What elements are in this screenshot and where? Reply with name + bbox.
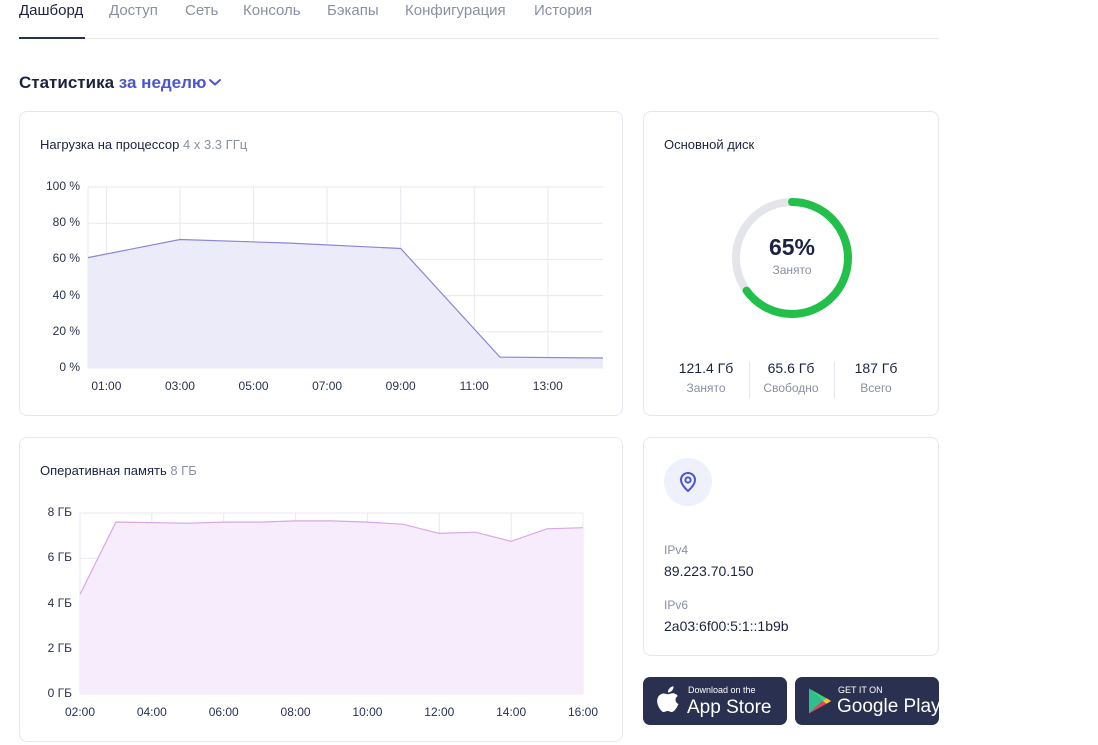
ipv4-label: IPv4 bbox=[664, 543, 689, 557]
disk-stat-total: 187 Гб Всего bbox=[833, 360, 919, 395]
app-store-button[interactable]: Download on the App Store bbox=[643, 677, 787, 725]
disk-used-label: Занято bbox=[686, 381, 726, 395]
cpu-x-tick-label: 07:00 bbox=[312, 379, 343, 393]
network-card: IPv4 89.223.70.150 IPv6 2a03:6f00:5:1::1… bbox=[643, 437, 939, 656]
ipv6-label: IPv6 bbox=[664, 598, 689, 612]
ram-x-tick-label: 08:00 bbox=[280, 705, 311, 719]
ram-area bbox=[80, 520, 583, 694]
tab-console[interactable]: Консоль bbox=[243, 2, 301, 19]
ram-x-tick-label: 04:00 bbox=[136, 705, 167, 719]
tab-backups[interactable]: Бэкапы bbox=[327, 2, 379, 19]
chevron-down-icon bbox=[209, 79, 222, 86]
apple-icon bbox=[657, 686, 679, 712]
google-play-big-text: Google Play bbox=[837, 696, 941, 717]
disk-title: Основной диск bbox=[664, 137, 755, 152]
cpu-x-tick-label: 13:00 bbox=[532, 379, 563, 393]
disk-total-value: 187 Гб bbox=[854, 360, 898, 376]
ram-x-tick-label: 06:00 bbox=[208, 705, 239, 719]
ipv4-value[interactable]: 89.223.70.150 bbox=[664, 563, 754, 579]
ipv6-value[interactable]: 2a03:6f00:5:1::1b9b bbox=[664, 618, 789, 634]
app-store-small-text: Download on the bbox=[688, 685, 756, 695]
donut-used-arc bbox=[732, 198, 852, 318]
divider bbox=[834, 362, 835, 398]
tab-network[interactable]: Сеть bbox=[185, 2, 219, 19]
cpu-y-tick-label: 40 % bbox=[52, 287, 80, 302]
cpu-subtitle: 4 x 3.3 ГГц bbox=[183, 137, 248, 152]
cpu-x-tick-label: 03:00 bbox=[164, 379, 195, 393]
disk-stat-free: 65.6 Гб Свободно bbox=[748, 360, 834, 395]
ram-card: Оперативная память 8 ГБ 8 ГБ 6 ГБ 4 ГБ 2 ГБ… bbox=[19, 437, 623, 742]
disk-stat-used: 121.4 Гб Занято bbox=[663, 360, 749, 395]
ram-y-tick-label: 6 ГБ bbox=[47, 550, 72, 565]
ram-card-title: Оперативная память 8 ГБ bbox=[40, 463, 197, 478]
ram-x-tick-label: 14:00 bbox=[496, 705, 527, 719]
google-play-button[interactable]: GET IT ON Google Play bbox=[795, 677, 941, 725]
cpu-y-tick-label: 0 % bbox=[59, 360, 80, 374]
ram-subtitle: 8 ГБ bbox=[170, 463, 197, 478]
ram-x-tick-label: 12:00 bbox=[424, 705, 455, 719]
cpu-x-tick-label: 05:00 bbox=[238, 379, 269, 393]
disk-donut: 65% Занято bbox=[730, 196, 854, 320]
tab-history[interactable]: История bbox=[534, 2, 593, 19]
cpu-y-tick-label: 100 % bbox=[45, 179, 80, 193]
tab-access[interactable]: Доступ bbox=[109, 2, 158, 19]
ram-y-tick-label: 2 ГБ bbox=[47, 640, 72, 655]
cpu-line bbox=[87, 238, 604, 359]
divider bbox=[749, 362, 750, 398]
disk-free-label: Свободно bbox=[763, 381, 819, 395]
period-selector[interactable]: за неделю bbox=[119, 73, 223, 92]
ram-x-tick-label: 02:00 bbox=[64, 705, 96, 719]
cpu-x-tick-label: 11:00 bbox=[459, 379, 489, 393]
cpu-area bbox=[88, 239, 603, 368]
ram-y-tick-label: 0 ГБ bbox=[47, 686, 72, 700]
ram-chart bbox=[79, 512, 584, 695]
cpu-card: Нагрузка на процессор 4 x 3.3 ГГц 100 % 8… bbox=[19, 111, 623, 416]
cpu-y-tick-label: 80 % bbox=[52, 215, 80, 230]
ram-y-tick-label: 8 ГБ bbox=[47, 505, 72, 519]
google-play-icon bbox=[809, 688, 832, 714]
tab-bar: Дашборд Доступ Сеть Консоль Бэкапы Конфи… bbox=[19, 0, 939, 39]
disk-card: Основной диск 65% Занято 121.4 Гб Занято… bbox=[643, 111, 939, 416]
cpu-x-tick-label: 09:00 bbox=[385, 379, 416, 393]
google-play-small-text: GET IT ON bbox=[838, 685, 883, 695]
ram-y-tick-label: 4 ГБ bbox=[47, 595, 72, 610]
stats-title: Статистика bbox=[19, 73, 115, 92]
stats-heading: Статистика за неделю bbox=[19, 73, 222, 93]
ram-x-tick-label: 16:00 bbox=[567, 705, 599, 719]
disk-used-value: 121.4 Гб bbox=[678, 360, 734, 376]
ram-x-tick-label: 10:00 bbox=[352, 705, 383, 719]
cpu-y-tick-label: 60 % bbox=[52, 251, 80, 266]
app-store-big-text: App Store bbox=[687, 697, 772, 718]
location-badge bbox=[664, 458, 712, 506]
cpu-x-tick-label: 01:00 bbox=[91, 379, 122, 393]
cpu-y-tick-label: 20 % bbox=[52, 323, 80, 338]
period-label: за неделю bbox=[118, 73, 207, 92]
tab-dashboard[interactable]: Дашборд bbox=[19, 2, 84, 19]
cpu-chart bbox=[87, 186, 604, 369]
disk-percent: 65% bbox=[768, 234, 816, 260]
cpu-title: Нагрузка на процессор bbox=[40, 137, 180, 152]
ram-line bbox=[79, 520, 584, 595]
location-pin-icon bbox=[680, 472, 696, 492]
active-tab-indicator bbox=[19, 37, 85, 39]
disk-total-label: Всего bbox=[860, 381, 892, 395]
cpu-card-title: Нагрузка на процессор 4 x 3.3 ГГц bbox=[40, 137, 247, 152]
ram-title: Оперативная память bbox=[40, 463, 167, 478]
disk-free-value: 65.6 Гб bbox=[767, 360, 815, 376]
disk-center-label: Занято bbox=[772, 263, 812, 277]
tab-configuration[interactable]: Конфигурация bbox=[405, 2, 506, 19]
